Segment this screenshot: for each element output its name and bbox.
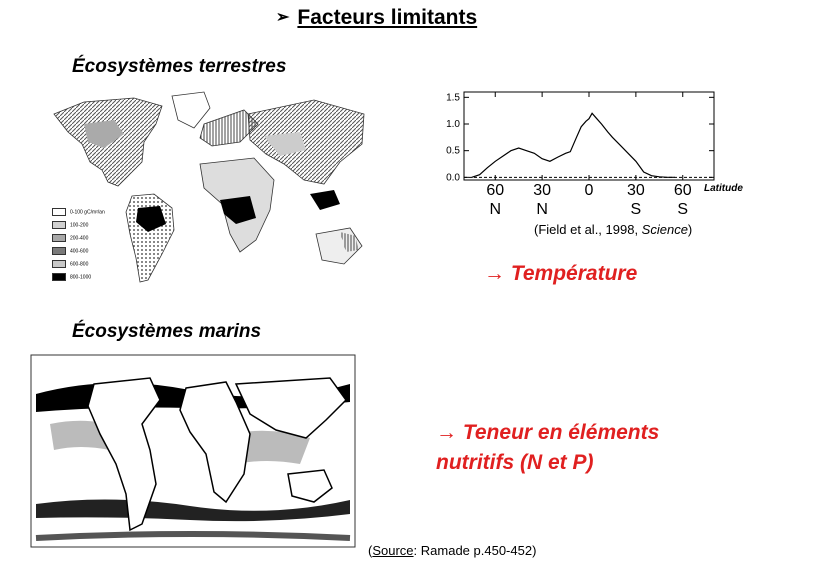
nutrient-factor-line1: → Teneur en éléments	[436, 421, 660, 444]
slide-title: ➢ Facteurs limitants	[276, 6, 477, 30]
x-tick-label: 0	[569, 181, 609, 200]
x-tick-label: 30 N	[522, 181, 562, 219]
legend-label: 600-800	[70, 261, 89, 268]
legend-swatch	[52, 247, 66, 255]
y-tick-label: 1.5	[446, 92, 460, 103]
source-note: (Source: Ramade p.450-452)	[368, 543, 537, 558]
land-greenland	[171, 91, 211, 129]
y-tick-label: 0.0	[446, 172, 460, 183]
land-americas-marine	[87, 377, 161, 532]
land-asia-marine	[234, 377, 347, 439]
marine-productivity-map	[30, 354, 356, 548]
legend-item: 800-1000	[52, 273, 91, 281]
x-tick-hemisphere: S	[677, 201, 689, 218]
legend-item: 400-600	[52, 247, 88, 255]
x-tick-label: 60 N	[475, 181, 515, 219]
title-text: Facteurs limitants	[297, 6, 478, 29]
legend-label: 100-200	[70, 222, 89, 229]
legend-item: 100-200	[52, 221, 88, 229]
x-tick-value: 0	[584, 182, 594, 199]
land-europe	[199, 109, 259, 147]
latitude-productivity-chart: 0.0 0.5 1.0 1.5	[446, 91, 715, 183]
y-tick-label: 1.0	[446, 119, 460, 130]
legend-label: 200-400	[70, 235, 89, 242]
legend-swatch	[52, 234, 66, 242]
x-axis-label: Latitude	[704, 183, 743, 194]
x-tick-hemisphere: N	[489, 201, 502, 218]
legend-swatch	[52, 273, 66, 281]
marine-heading: Écosystèmes marins	[72, 321, 262, 342]
land-australia-marine	[287, 469, 333, 503]
x-tick-value: 60	[673, 182, 692, 199]
legend-label: 0-100 gC/m²/an	[70, 209, 105, 216]
legend-swatch	[52, 208, 66, 216]
productivity-line	[471, 112, 675, 178]
x-tick-hemisphere: N	[536, 201, 548, 218]
nutrient-factor: → Teneur en éléments nutritifs (N et P)	[436, 418, 659, 478]
y-tick-label: 0.5	[446, 146, 460, 157]
nutrient-factor-line2: nutritifs (N et P)	[436, 451, 594, 474]
x-tick-label: 30 S	[616, 181, 656, 219]
x-tick-value: 30	[533, 182, 552, 199]
legend-swatch	[52, 221, 66, 229]
legend-swatch	[52, 260, 66, 268]
legend-item: 0-100 gC/m²/an	[52, 208, 105, 216]
bullet-arrow-icon: ➢	[276, 9, 290, 26]
legend-item: 200-400	[52, 234, 88, 242]
land-asia	[247, 99, 365, 185]
citation-journal: Science	[641, 222, 688, 237]
legend-item: 600-800	[52, 260, 88, 268]
x-tick-value: 60	[486, 182, 505, 199]
chart-citation: (Field et al., 1998, Science)	[534, 222, 693, 237]
x-tick-label: 60 S	[663, 181, 703, 219]
x-tick-value: 30	[626, 182, 645, 199]
legend-label: 800-1000	[70, 274, 92, 281]
source-label: Source	[372, 543, 414, 558]
legend-label: 400-600	[70, 248, 89, 255]
terrestrial-productivity-map	[53, 91, 365, 283]
plot-frame	[463, 91, 715, 181]
x-tick-hemisphere: S	[630, 201, 642, 218]
temperature-factor: → Température	[484, 262, 638, 285]
land-eurafrica-marine	[179, 381, 251, 504]
terrestrial-heading: Écosystèmes terrestres	[72, 56, 287, 77]
